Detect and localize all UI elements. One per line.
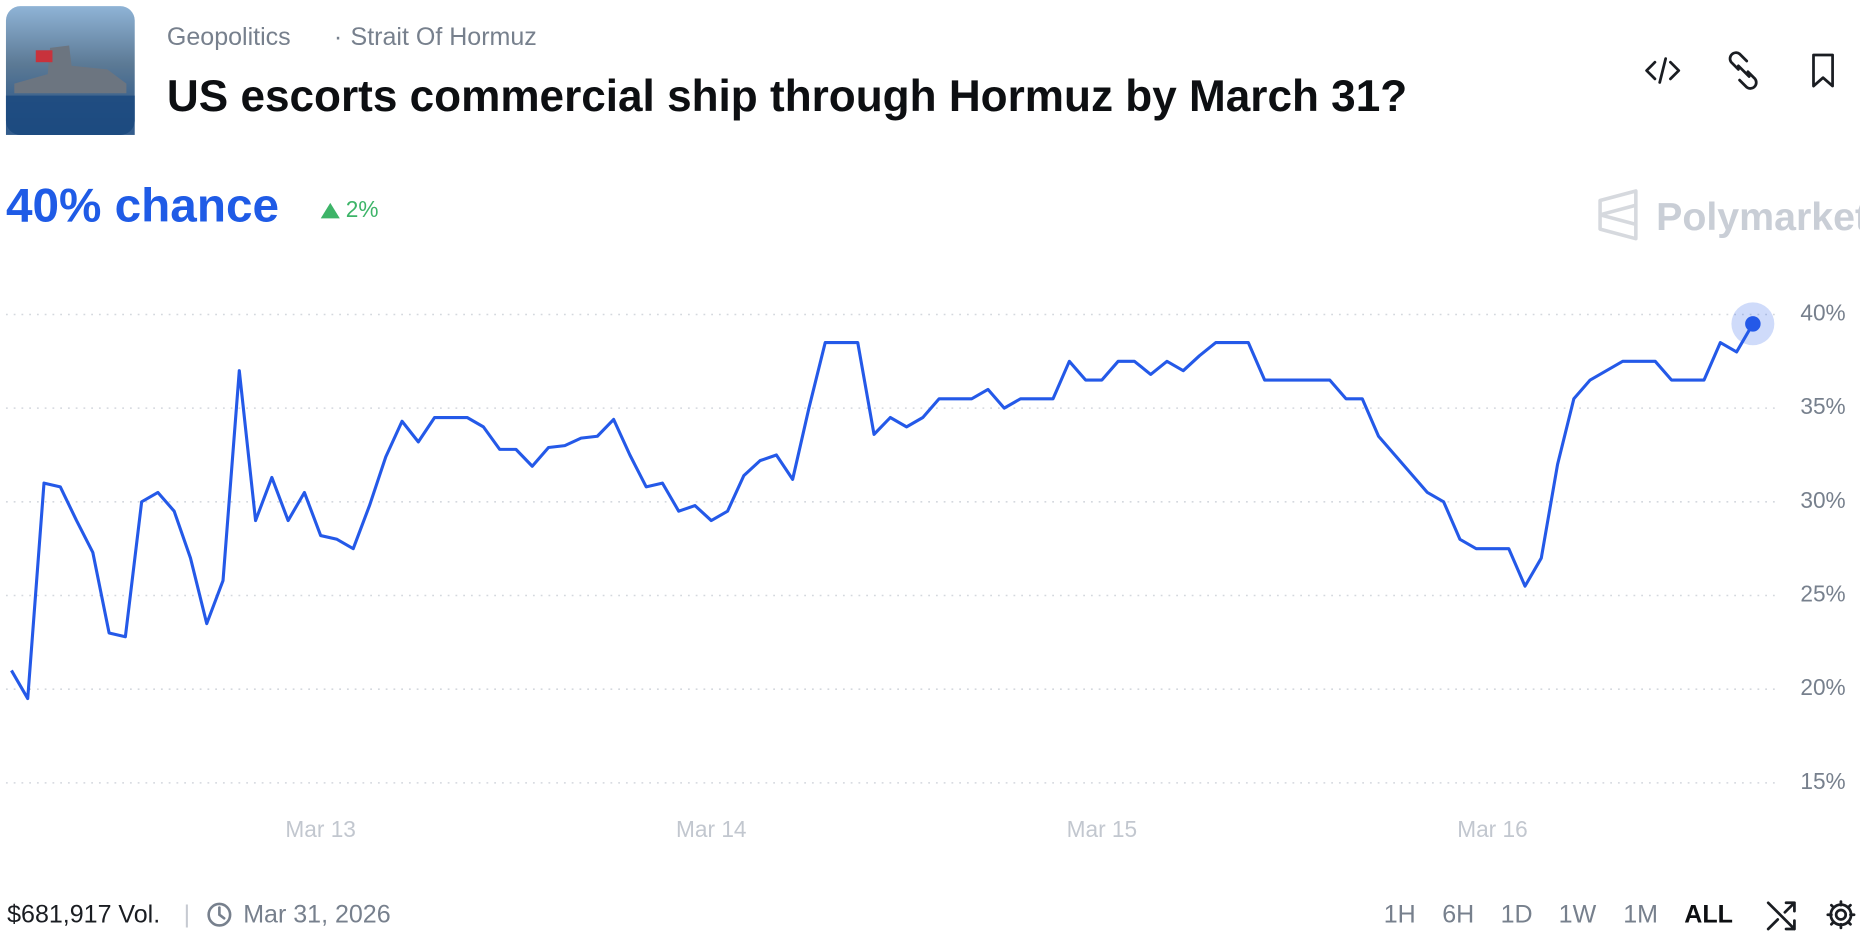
change-arrow [320, 202, 340, 219]
y-tick-label: 25% [1800, 580, 1845, 606]
range-button[interactable]: ALL [1684, 901, 1733, 929]
breadcrumb[interactable]: Geopolitics [167, 23, 291, 51]
price-line [10, 323, 1755, 701]
y-tick-label: 35% [1800, 393, 1845, 419]
range-button[interactable]: 6H [1442, 901, 1474, 929]
change: 2% [346, 196, 379, 222]
settings-button[interactable] [1826, 900, 1856, 930]
brand-logo [1598, 189, 1638, 241]
range-selector: 1H 6H 1D 1W 1M ALL [1384, 901, 1733, 929]
plot: 15% 20% 25% 30% 35% 40% Mar 13 Mar 14 Mar 15 Mar … [5, 299, 1846, 842]
volume: $681,917 Vol. [7, 901, 160, 929]
y-tick-label: 15% [1800, 768, 1845, 794]
range-button[interactable]: 1M [1623, 901, 1658, 929]
market-thumbnail [5, 6, 135, 135]
range-button[interactable]: 1H [1384, 901, 1416, 929]
x-tick-label: Mar 13 [285, 816, 355, 842]
y-tick-label: 20% [1800, 674, 1845, 700]
y-tick-label: 30% [1800, 487, 1845, 513]
x-tick-label: Mar 16 [1457, 816, 1527, 842]
brand: Polymarket [1656, 195, 1860, 239]
end-date: Mar 31, 2026 [243, 901, 390, 929]
range-button[interactable]: 1W [1559, 901, 1597, 929]
embed-button[interactable] [1645, 57, 1681, 84]
link-button[interactable] [1728, 51, 1758, 90]
separator: | [184, 901, 191, 929]
chance: 40% chance [6, 179, 279, 232]
compare-button[interactable] [1766, 901, 1796, 931]
x-tick-label: Mar 14 [676, 816, 746, 842]
market-title: US escorts commercial ship through Hormu… [167, 72, 1407, 121]
range-button[interactable]: 1D [1501, 901, 1533, 929]
separator: · [334, 23, 342, 51]
bookmark-button[interactable] [1812, 53, 1834, 88]
x-tick-label: Mar 15 [1067, 816, 1137, 842]
y-tick-label: 40% [1800, 299, 1845, 325]
clock-icon [207, 902, 232, 927]
current-point [1745, 316, 1761, 332]
breadcrumb[interactable]: Strait Of Hormuz [351, 23, 537, 51]
